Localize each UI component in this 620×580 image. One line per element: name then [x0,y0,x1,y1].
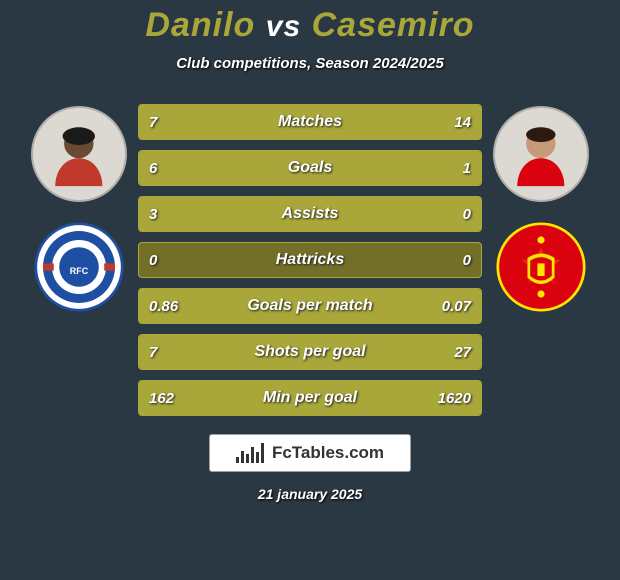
brand-badge: FcTables.com [209,434,411,472]
stat-row: 1621620Min per goal [138,380,482,416]
headline-vs: vs [266,10,301,43]
stat-label: Goals [139,151,481,185]
headline-player2: Casemiro [312,6,475,44]
person-icon [42,117,116,191]
subtitle: Club competitions, Season 2024/2025 [176,55,444,72]
stat-row: 727Shots per goal [138,334,482,370]
main-row: RFC 714Matches 61Goals 30Assists 00Hattrick… [0,100,620,416]
player2-avatar [493,106,589,202]
stat-row: 00Hattricks [138,242,482,278]
left-side: RFC [30,100,128,312]
stat-label: Matches [139,105,481,139]
svg-text:RFC: RFC [70,266,89,276]
footer: FcTables.com 21 january 2025 [209,434,411,502]
person-icon [504,117,578,191]
stat-row: 61Goals [138,150,482,186]
player1-club-logo: RFC [34,222,124,312]
stat-row: 714Matches [138,104,482,140]
stat-label: Goals per match [139,289,481,323]
headline: Danilo vs Casemiro [145,6,474,45]
player1-avatar [31,106,127,202]
stats-column: 714Matches 61Goals 30Assists 00Hattricks 0.8… [138,100,482,416]
headline-player1: Danilo [145,6,255,44]
man-utd-crest-icon [496,222,586,312]
bars-icon [236,443,264,463]
stat-label: Hattricks [139,243,481,277]
stat-label: Assists [139,197,481,231]
date-text: 21 january 2025 [258,486,362,502]
player2-club-logo [496,222,586,312]
comparison-card: Danilo vs Casemiro Club competitions, Se… [0,0,620,580]
brand-text: FcTables.com [272,443,384,463]
stat-label: Min per goal [139,381,481,415]
stat-row: 30Assists [138,196,482,232]
stat-label: Shots per goal [139,335,481,369]
right-side [492,100,590,312]
stat-row: 0.860.07Goals per match [138,288,482,324]
rangers-crest-icon: RFC [34,222,124,312]
